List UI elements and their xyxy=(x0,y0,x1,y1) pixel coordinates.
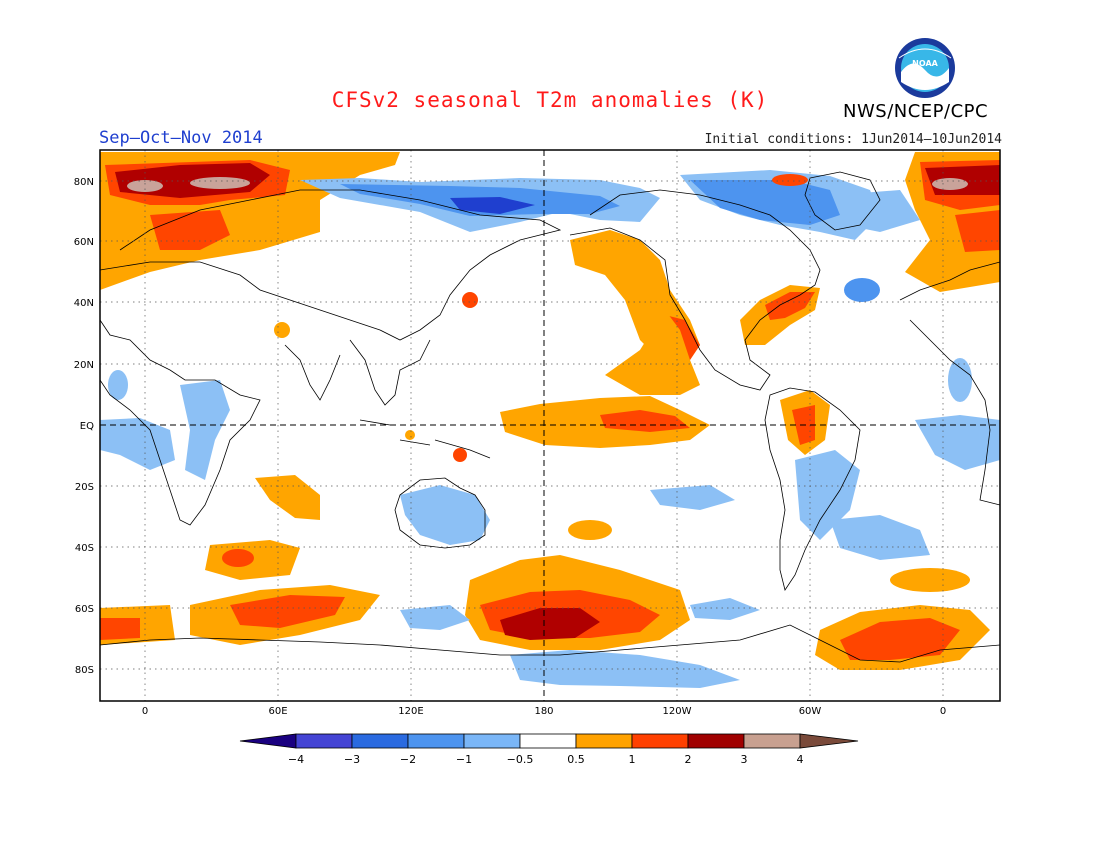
lon-label: 60W xyxy=(799,706,822,717)
warm-anomaly-weddell-sea-strong xyxy=(840,618,960,660)
colorbar-bin xyxy=(463,733,521,749)
lon-label: 0 xyxy=(940,706,946,717)
cold-anomaly-south-ocean-patch-east xyxy=(690,598,760,620)
colorbar-max-arrow xyxy=(799,733,859,749)
figure-title: CFSv2 seasonal T2m anomalies (K) xyxy=(331,88,769,112)
warm-anomaly-central-pacific-tongue xyxy=(605,310,700,395)
warm-anomaly-north-europe-east-edge xyxy=(955,210,1000,252)
lat-label: 60N xyxy=(74,237,94,248)
colorbar-bin xyxy=(631,733,689,749)
warm-anomaly-southern-ocean-indian-strong xyxy=(230,595,345,628)
coastline-eurasia xyxy=(99,189,562,341)
cold-anomaly-australia xyxy=(400,485,490,545)
lat-label: 60S xyxy=(75,604,94,615)
warm-anomaly-equatorial-pacific-strong xyxy=(600,410,690,432)
coastline-south-america xyxy=(764,387,861,591)
cold-anomaly-south-atlantic xyxy=(830,515,930,560)
colorbar-label: 0.5 xyxy=(567,753,585,766)
cold-anomaly-southeast-pacific xyxy=(650,485,735,510)
cold-anomaly-west-africa-spot-west xyxy=(108,370,128,400)
warm-anomaly-arctic-peak-2 xyxy=(190,177,250,189)
colorbar-label: −3 xyxy=(344,753,360,766)
coastline-africa xyxy=(99,319,261,526)
colorbar-bin xyxy=(575,733,633,749)
agency-label: NWS/NCEP/CPC xyxy=(843,101,989,122)
anomaly-field xyxy=(100,152,1000,688)
coastline-africa-east-edge xyxy=(909,319,1001,506)
warm-anomaly-southern-ocean-west-strong xyxy=(100,618,140,640)
lon-label: 60E xyxy=(268,706,287,717)
colorbar-bin xyxy=(687,733,745,749)
initial-conditions-label: Initial conditions: 1Jun2014–10Jun2014 xyxy=(704,132,1002,147)
latitude-axis: 80N 60N 40N 20N EQ 20S 40S 60S 80S xyxy=(74,177,94,676)
colorbar-bin xyxy=(351,733,409,749)
colorbar-label: −0.5 xyxy=(507,753,534,766)
cold-anomaly-equatorial-atlantic-west xyxy=(100,418,175,470)
warm-anomaly-japan-spot xyxy=(462,292,478,308)
noaa-logo-text: NOAA xyxy=(912,59,938,68)
coastlines xyxy=(99,171,1001,663)
colorbar-label: −4 xyxy=(288,753,304,766)
colorbar-bin xyxy=(295,733,353,749)
colorbar-label: 3 xyxy=(741,753,748,766)
warm-anomaly-scandinavia xyxy=(150,210,230,250)
lat-label: 20S xyxy=(75,482,94,493)
colorbar-label: 1 xyxy=(629,753,636,766)
coastline-north-america xyxy=(569,189,821,391)
colorbar-min-arrow xyxy=(239,733,297,749)
lat-label: 40S xyxy=(75,543,94,554)
warm-anomaly-south-pacific-spot xyxy=(568,520,612,540)
warm-anomaly-indonesia-spot xyxy=(405,430,415,440)
warm-anomaly-east-us-strong xyxy=(765,292,815,320)
colorbar-bin xyxy=(407,733,465,749)
lat-label: 80S xyxy=(75,665,94,676)
colorbar-label: −1 xyxy=(456,753,472,766)
cold-anomaly-south-america xyxy=(795,450,860,540)
map-frame xyxy=(99,149,1001,702)
cold-anomaly-antarctic-pacific xyxy=(510,650,740,688)
lon-label: 120W xyxy=(663,706,692,717)
colorbar-label: −2 xyxy=(400,753,416,766)
cold-anomaly-equatorial-atlantic-east xyxy=(915,415,1000,470)
cold-anomaly-west-africa-spot xyxy=(948,358,972,402)
colorbar-label: 4 xyxy=(797,753,804,766)
warm-anomaly-arctic-peak-1 xyxy=(127,180,163,192)
warm-anomaly-greenland-spot xyxy=(772,174,808,186)
cold-anomaly-south-ocean-patch xyxy=(400,605,470,630)
lat-label: 20N xyxy=(74,360,94,371)
coastline-greenland xyxy=(804,171,881,231)
map-panel: 80N 60N 40N 20N EQ 20S 40S 60S 80S 0 60E… xyxy=(74,149,1001,717)
lat-label: 80N xyxy=(74,177,94,188)
coastline-antarctica xyxy=(99,624,1001,663)
lon-label: 0 xyxy=(142,706,148,717)
longitude-axis: 0 60E 120E 180 120W 60W 0 xyxy=(142,706,946,717)
colorbar-bin xyxy=(743,733,801,749)
coastline-europe-east-edge xyxy=(899,261,1001,301)
noaa-logo-icon: NOAA xyxy=(895,38,955,98)
cold-anomaly-siberia-core xyxy=(450,197,535,214)
lon-label: 120E xyxy=(398,706,423,717)
colorbar: −4 −3 −2 −1 −0.5 0.5 1 2 3 4 xyxy=(239,733,859,766)
cold-anomaly-greenland-sea xyxy=(835,190,920,232)
cold-anomaly-east-africa xyxy=(180,380,230,480)
coastline-southeast-asia xyxy=(349,339,431,406)
warm-anomaly-south-atlantic-spot xyxy=(890,568,970,592)
warm-anomaly-south-indian-strong xyxy=(222,549,254,567)
coastline-indonesia xyxy=(359,419,491,459)
lat-label: 40N xyxy=(74,298,94,309)
warm-anomaly-ross-sea-core xyxy=(500,608,600,640)
coastline-india xyxy=(284,344,341,401)
lon-label: 180 xyxy=(534,706,553,717)
warm-anomaly-europe-east-peak xyxy=(932,178,968,190)
cold-anomaly-canadian-arctic-stronger xyxy=(690,180,840,225)
colorbar-label: 2 xyxy=(685,753,692,766)
colorbar-bin xyxy=(519,733,577,749)
season-label: Sep–Oct–Nov 2014 xyxy=(99,128,263,148)
warm-anomaly-new-guinea-spot xyxy=(453,448,467,462)
warm-anomaly-china-spot xyxy=(274,322,290,338)
coastline-australia xyxy=(394,477,486,549)
lat-label: EQ xyxy=(80,421,94,432)
cold-anomaly-north-atlantic xyxy=(844,278,880,302)
